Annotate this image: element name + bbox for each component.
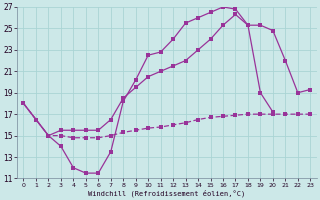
X-axis label: Windchill (Refroidissement éolien,°C): Windchill (Refroidissement éolien,°C)	[88, 189, 245, 197]
